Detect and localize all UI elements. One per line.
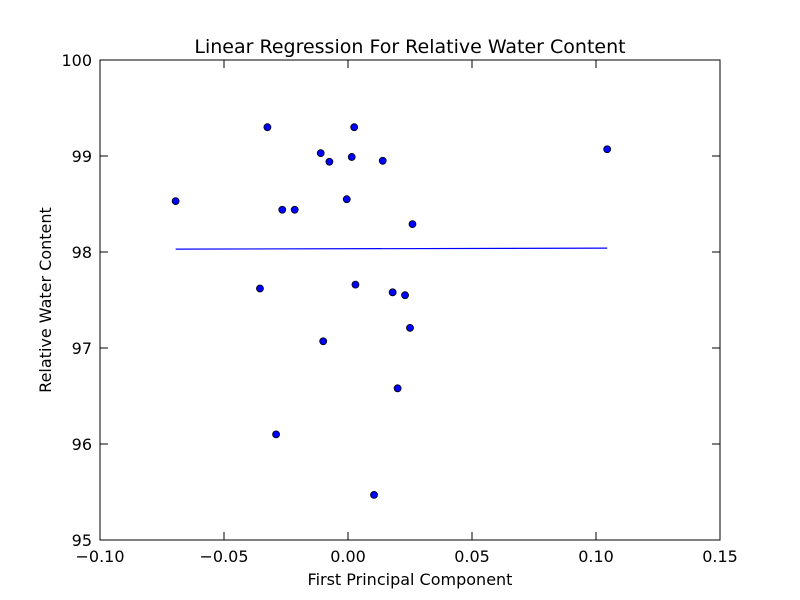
scatter-point <box>256 284 264 293</box>
x-tick-label: −0.10 <box>75 547 124 566</box>
scatter-point <box>278 205 287 214</box>
y-axis-label: Relative Water Content <box>36 207 55 393</box>
scatter-point <box>388 288 397 297</box>
scatter-point <box>347 153 356 161</box>
scatter-point <box>272 430 280 439</box>
x-axis-label: First Principal Component <box>308 570 513 589</box>
axis-ticks: −0.10 −0.05 0.00 0.05 0.10 0.15 95 96 97 98 99 100 <box>61 51 737 566</box>
scatter-points <box>171 123 612 499</box>
scatter-point <box>378 156 387 165</box>
y-tick-label: 99 <box>72 147 92 166</box>
scatter-point <box>325 157 334 166</box>
x-tick-label: 0.05 <box>454 547 490 566</box>
scatter-point <box>319 337 328 346</box>
x-tick-label: 0.00 <box>330 547 366 566</box>
y-tick-label: 95 <box>72 531 92 550</box>
scatter-point <box>408 220 417 229</box>
scatter-point <box>263 123 272 132</box>
scatter-point <box>316 149 325 158</box>
regression-line <box>175 247 608 250</box>
x-tick-label: 0.15 <box>702 547 738 566</box>
plot-frame <box>99 59 721 541</box>
x-tick-label: 0.10 <box>578 547 614 566</box>
y-tick-label: 96 <box>72 435 92 454</box>
scatter-point <box>351 280 360 289</box>
scatter-point <box>406 323 414 332</box>
scatter-point <box>401 291 409 300</box>
scatter-point <box>171 197 180 206</box>
scatter-point <box>393 384 402 393</box>
y-tick-label: 97 <box>72 339 92 358</box>
scatter-point <box>370 490 378 499</box>
y-tick-label: 98 <box>72 243 92 262</box>
y-tick-label: 100 <box>61 51 92 70</box>
regression-line-group <box>175 247 608 250</box>
x-tick-label: −0.05 <box>199 547 248 566</box>
chart-title: Linear Regression For Relative Water Con… <box>194 36 625 58</box>
scatter-point <box>290 205 299 214</box>
scatter-point <box>603 145 612 154</box>
scatter-point <box>350 123 359 132</box>
scatter-point <box>342 195 351 204</box>
